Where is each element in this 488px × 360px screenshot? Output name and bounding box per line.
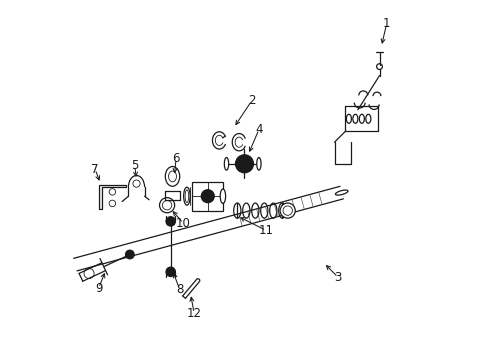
Ellipse shape (335, 190, 347, 195)
Text: 10: 10 (176, 217, 190, 230)
Text: 2: 2 (247, 94, 255, 107)
Ellipse shape (280, 203, 295, 218)
Text: 5: 5 (131, 159, 138, 172)
Ellipse shape (183, 187, 190, 205)
Text: 9: 9 (95, 282, 102, 294)
Circle shape (166, 217, 175, 226)
Ellipse shape (159, 198, 174, 213)
Ellipse shape (165, 166, 179, 186)
Circle shape (201, 190, 214, 203)
Circle shape (166, 267, 175, 276)
Text: 12: 12 (186, 307, 201, 320)
Text: 7: 7 (91, 163, 99, 176)
Polygon shape (192, 182, 223, 211)
Circle shape (125, 250, 134, 259)
Ellipse shape (162, 201, 171, 210)
Ellipse shape (256, 157, 261, 170)
Text: 6: 6 (172, 152, 180, 165)
Text: 4: 4 (255, 123, 262, 136)
Text: 1: 1 (382, 17, 389, 30)
Polygon shape (99, 185, 125, 209)
Ellipse shape (220, 189, 225, 203)
Ellipse shape (224, 157, 228, 170)
Circle shape (235, 155, 253, 173)
Text: 3: 3 (334, 271, 341, 284)
Ellipse shape (283, 206, 292, 215)
Text: 11: 11 (258, 224, 273, 237)
Text: 8: 8 (176, 283, 183, 296)
